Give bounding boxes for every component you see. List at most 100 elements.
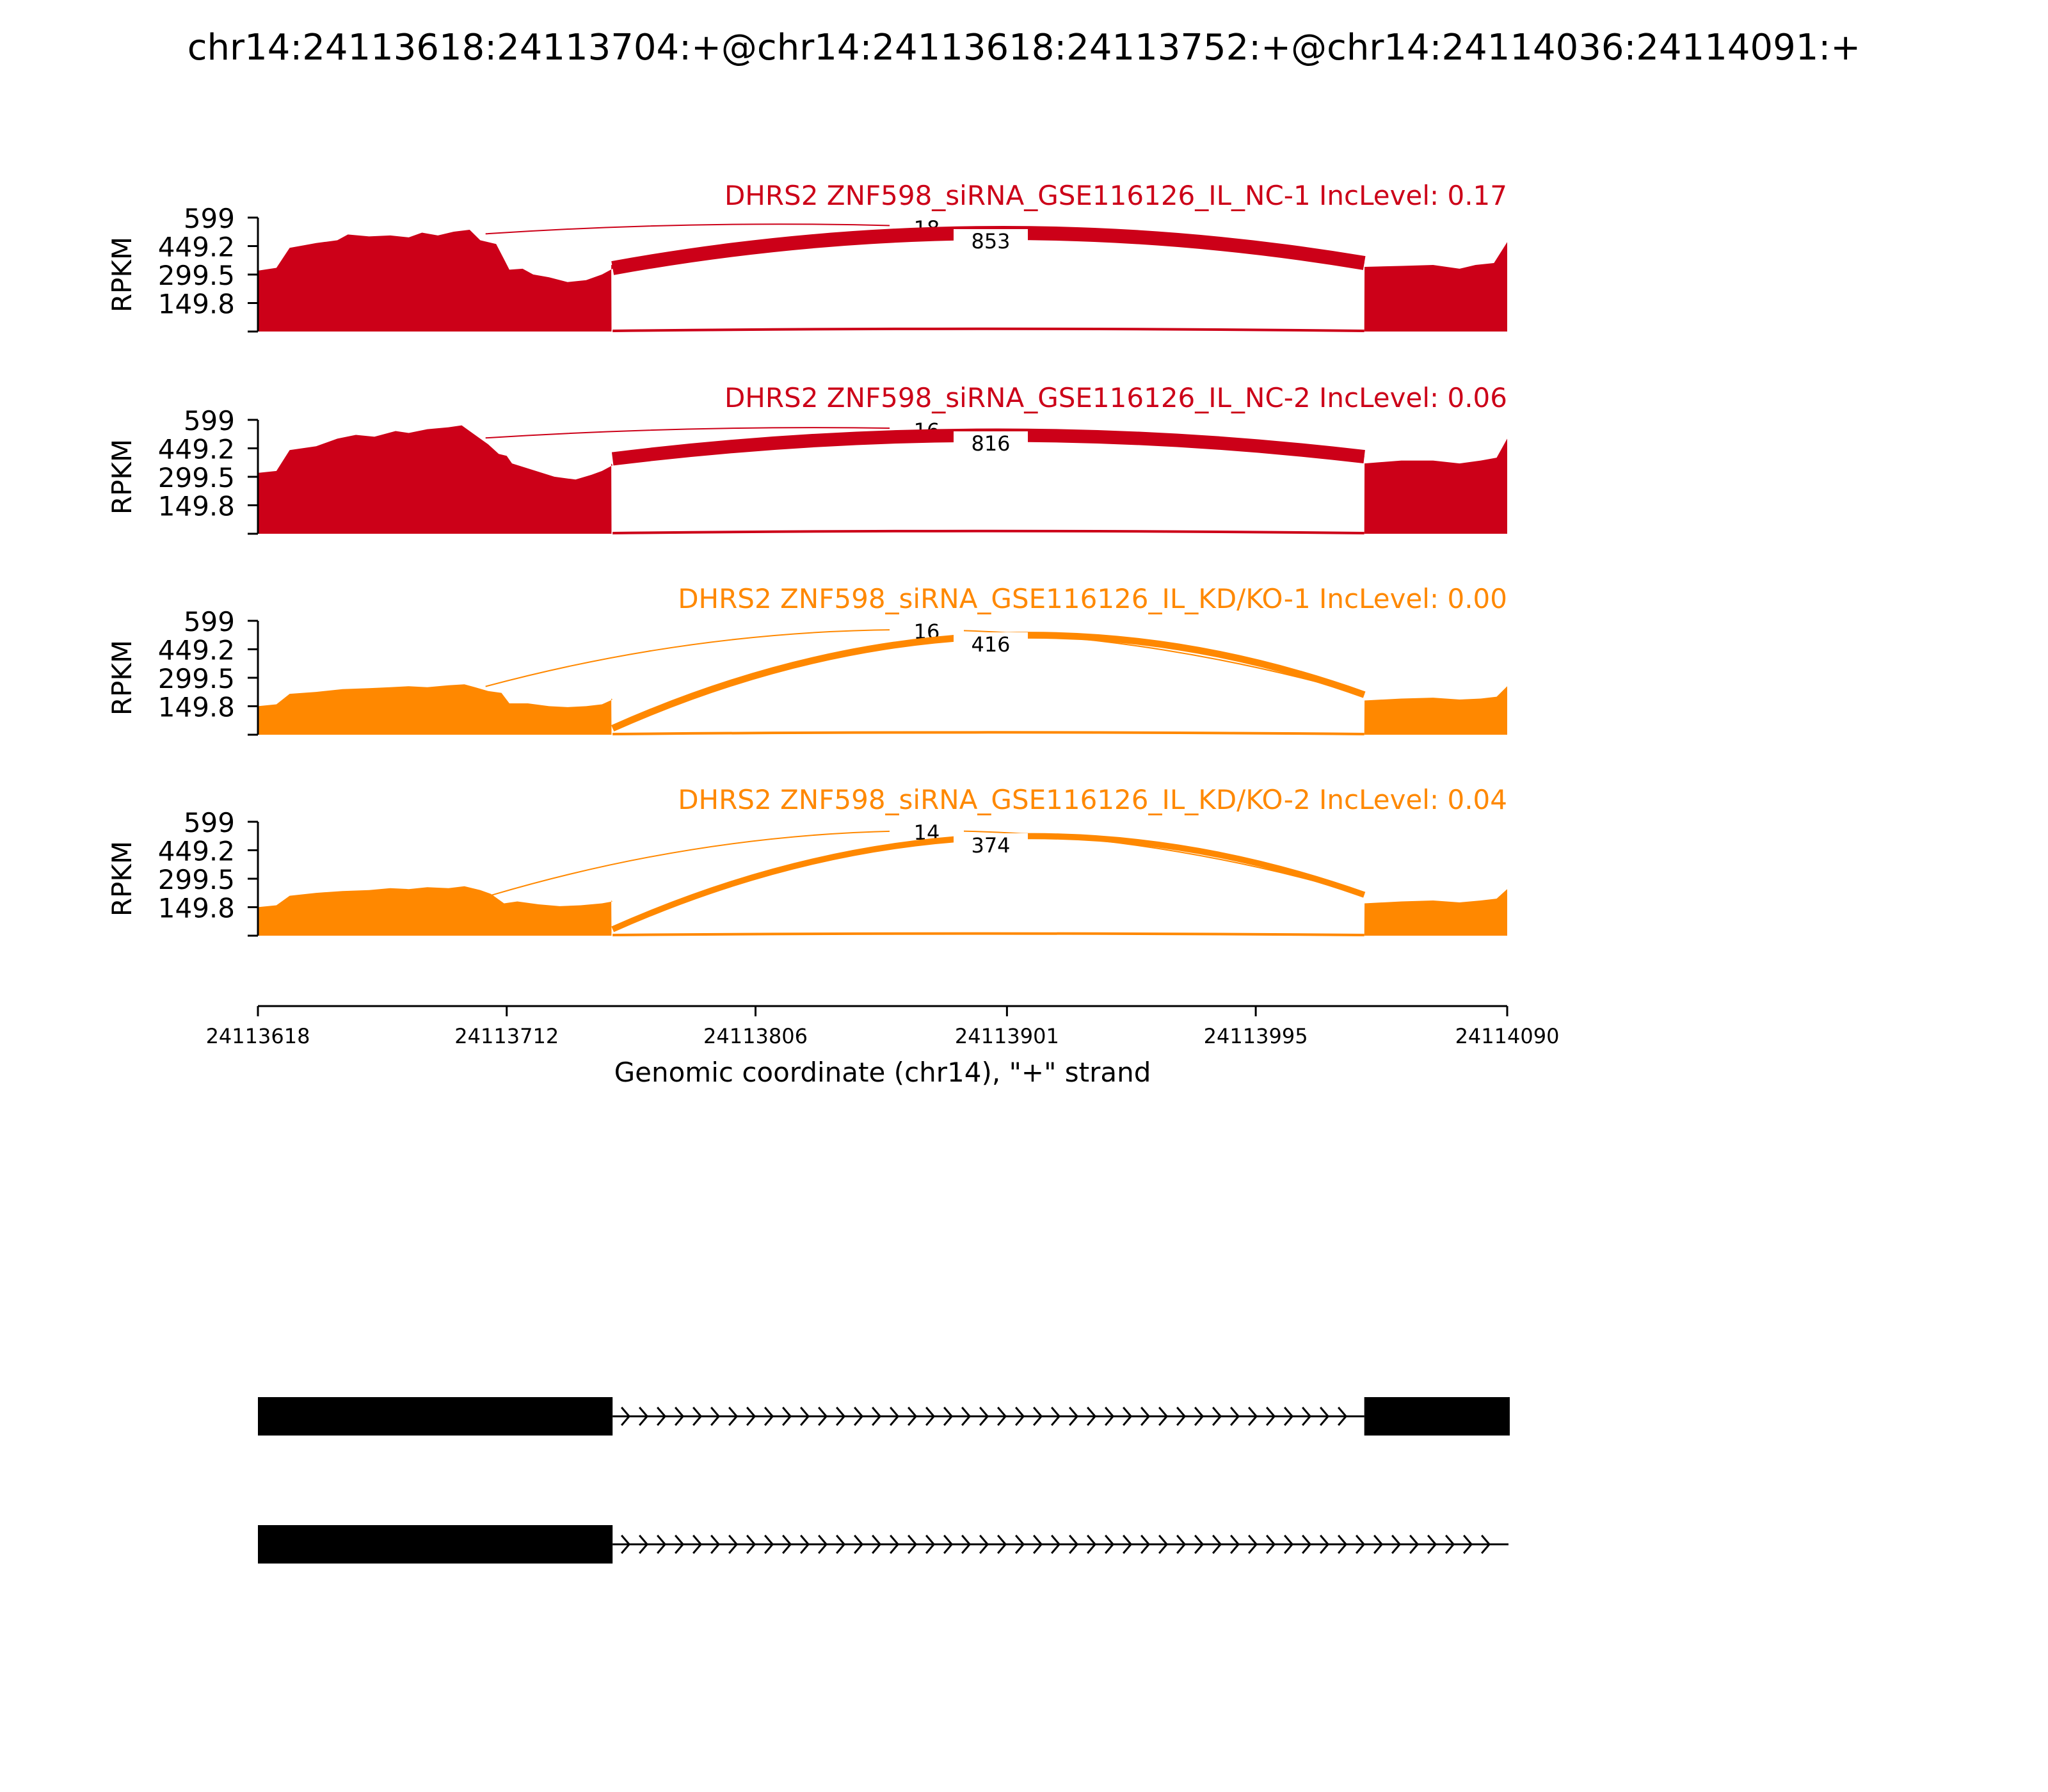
strand-arrow [1427, 1535, 1437, 1554]
y-axis-label: RPKM [106, 841, 138, 916]
intron-coverage-line [612, 932, 1364, 936]
y-tick-label: 299.5 [158, 462, 235, 493]
strand-arrow [1212, 1535, 1222, 1554]
coverage-area [258, 886, 1507, 936]
strand-arrow [657, 1535, 667, 1554]
strand-arrow [1051, 1407, 1061, 1426]
strand-arrow [818, 1535, 828, 1554]
track-label: DHRS2 ZNF598_siRNA_GSE116126_IL_NC-1 Inc… [724, 180, 1507, 211]
strand-arrow [1266, 1407, 1276, 1426]
y-tick-label: 149.8 [158, 288, 235, 319]
strand-arrow [997, 1535, 1007, 1554]
strand-arrow [1158, 1407, 1169, 1426]
strand-arrow [1158, 1535, 1169, 1554]
track-label: DHRS2 ZNF598_siRNA_GSE116126_IL_NC-2 Inc… [724, 382, 1507, 413]
strand-arrow [800, 1535, 810, 1554]
strand-arrow [1373, 1535, 1384, 1554]
exon-block [258, 1397, 613, 1436]
strand-arrow [746, 1407, 756, 1426]
y-tick-label: 299.5 [158, 260, 235, 291]
intron-coverage-line [612, 327, 1364, 332]
strand-arrow [1320, 1407, 1330, 1426]
strand-arrow [675, 1407, 685, 1426]
intron-coverage-line [612, 529, 1364, 534]
strand-arrow [710, 1535, 721, 1554]
y-axis-label: RPKM [106, 640, 138, 716]
strand-arrow [1194, 1407, 1204, 1426]
strand-arrow [1123, 1535, 1133, 1554]
strand-arrow [997, 1407, 1007, 1426]
strand-arrow [836, 1407, 846, 1426]
strand-arrow [1338, 1535, 1348, 1554]
y-tick-label: 599 [184, 405, 235, 436]
strand-arrow [1140, 1407, 1151, 1426]
x-tick-label: 24113995 [1204, 1024, 1308, 1048]
strand-arrow [818, 1407, 828, 1426]
y-tick-label: 599 [184, 807, 235, 838]
y-tick-label: 299.5 [158, 864, 235, 895]
track-label: DHRS2 ZNF598_siRNA_GSE116126_IL_KD/KO-1 … [678, 583, 1507, 614]
junction-count-label: 416 [971, 632, 1010, 657]
strand-arrow [1409, 1535, 1420, 1554]
strand-arrow [1069, 1535, 1079, 1554]
strand-arrow [1284, 1407, 1294, 1426]
junction-label-bg [954, 632, 1028, 655]
x-tick-label: 24113901 [955, 1024, 1059, 1048]
strand-arrow [979, 1535, 989, 1554]
strand-arrow [1033, 1535, 1043, 1554]
y-tick-label: 599 [184, 606, 235, 637]
junction-count-label: 374 [971, 833, 1010, 858]
strand-arrow [943, 1535, 954, 1554]
x-tick-label: 24113712 [454, 1024, 559, 1048]
y-tick-label: 299.5 [158, 663, 235, 694]
junction-label-bg [954, 431, 1028, 454]
strand-arrow [943, 1407, 954, 1426]
junction-count-label: 816 [971, 431, 1010, 456]
strand-arrow [1302, 1535, 1312, 1554]
y-tick-label: 599 [184, 203, 235, 234]
strand-arrow [836, 1535, 846, 1554]
strand-arrow [1140, 1535, 1151, 1554]
strand-arrow [872, 1407, 882, 1426]
strand-arrow [961, 1407, 972, 1426]
strand-arrow [1284, 1535, 1294, 1554]
coverage-area [258, 230, 1507, 332]
strand-arrow [1302, 1407, 1312, 1426]
strand-arrow [1033, 1407, 1043, 1426]
strand-arrow [621, 1535, 631, 1554]
strand-arrow [1176, 1407, 1187, 1426]
y-tick-label: 449.2 [158, 232, 235, 263]
strand-arrow [728, 1535, 739, 1554]
junction-count-label: 853 [971, 229, 1010, 253]
isoform-1 [258, 1397, 1510, 1436]
y-axis-label: RPKM [106, 439, 138, 515]
strand-arrow [854, 1535, 864, 1554]
strand-arrow [1230, 1407, 1240, 1426]
strand-arrow [1069, 1407, 1079, 1426]
strand-arrow [1320, 1535, 1330, 1554]
strand-arrow [710, 1407, 721, 1426]
strand-arrow [890, 1535, 900, 1554]
strand-arrow [746, 1535, 756, 1554]
exon-block [258, 1525, 613, 1564]
strand-arrow [872, 1535, 882, 1554]
strand-arrow [1356, 1535, 1366, 1554]
strand-arrow [782, 1535, 792, 1554]
strand-arrow [675, 1535, 685, 1554]
strand-arrow [1248, 1407, 1258, 1426]
strand-arrow [1248, 1535, 1258, 1554]
strand-arrow [1212, 1407, 1222, 1426]
strand-arrow [639, 1535, 649, 1554]
strand-arrow [1051, 1535, 1061, 1554]
strand-arrow [621, 1407, 631, 1426]
strand-arrow [692, 1407, 703, 1426]
strand-arrow [890, 1407, 900, 1426]
x-tick-label: 24113806 [703, 1024, 808, 1048]
strand-arrow [1123, 1407, 1133, 1426]
exon-block [1364, 1397, 1510, 1436]
strand-arrow [692, 1535, 703, 1554]
